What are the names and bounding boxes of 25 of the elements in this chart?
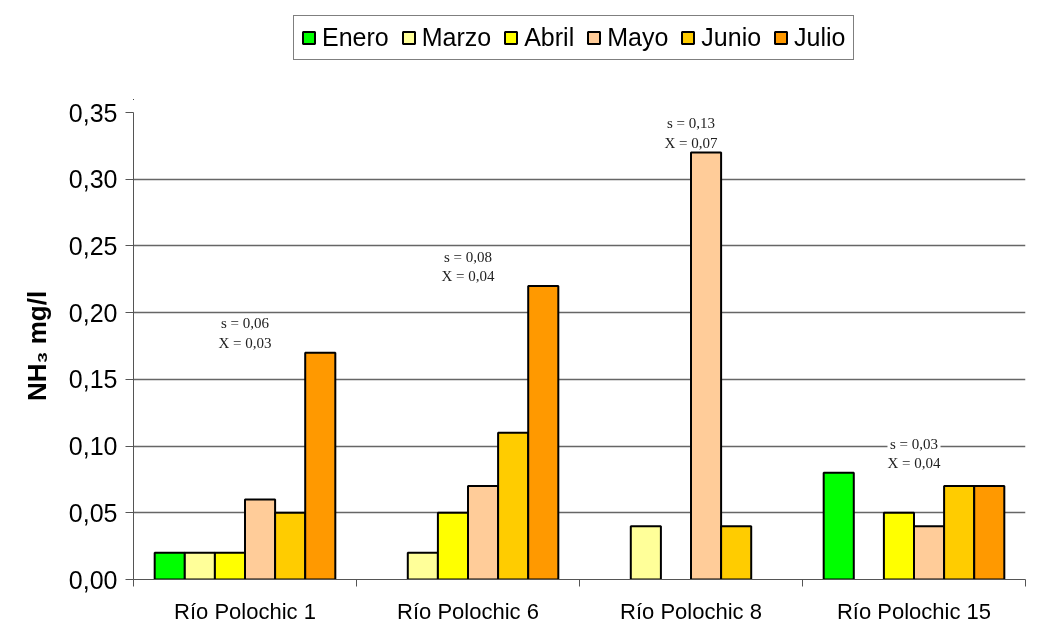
y-tick-label: 0,10 xyxy=(68,432,118,461)
legend-label: Julio xyxy=(794,23,846,52)
bar xyxy=(629,525,662,580)
legend-label: Enero xyxy=(322,23,389,52)
annotation: s = 0,06 X = 0,03 xyxy=(218,315,272,351)
y-tick-label: 0,05 xyxy=(68,498,118,527)
y-axis-title: NH₃ mg/l xyxy=(21,290,52,402)
x-tick-label: Río Polochic 15 xyxy=(836,598,992,624)
x-tick-label: Río Polochic 8 xyxy=(620,598,762,624)
annotation: s = 0,13 X = 0,07 xyxy=(664,115,719,151)
legend-label: Mayo xyxy=(607,23,669,52)
bar xyxy=(822,471,855,580)
y-tick-label: 0,00 xyxy=(68,565,118,594)
legend-label: Marzo xyxy=(421,23,492,52)
legend-label: Abril xyxy=(524,23,575,52)
y-tick-label: 0,35 xyxy=(68,98,118,127)
annotation: s = 0,08 X = 0,04 xyxy=(441,248,496,284)
x-tick-label: Río Polochic 6 xyxy=(397,598,539,624)
legend-label: Junio xyxy=(701,23,762,52)
y-tick-label: 0,20 xyxy=(68,298,118,327)
x-tick-label: Río Polochic 1 xyxy=(174,598,316,624)
annotation: s = 0,03 X = 0,04 xyxy=(887,435,942,471)
y-tick-label: 0,30 xyxy=(68,165,118,194)
y-tick-label: 0,25 xyxy=(68,231,118,260)
y-tick-label: 0,15 xyxy=(68,365,118,394)
